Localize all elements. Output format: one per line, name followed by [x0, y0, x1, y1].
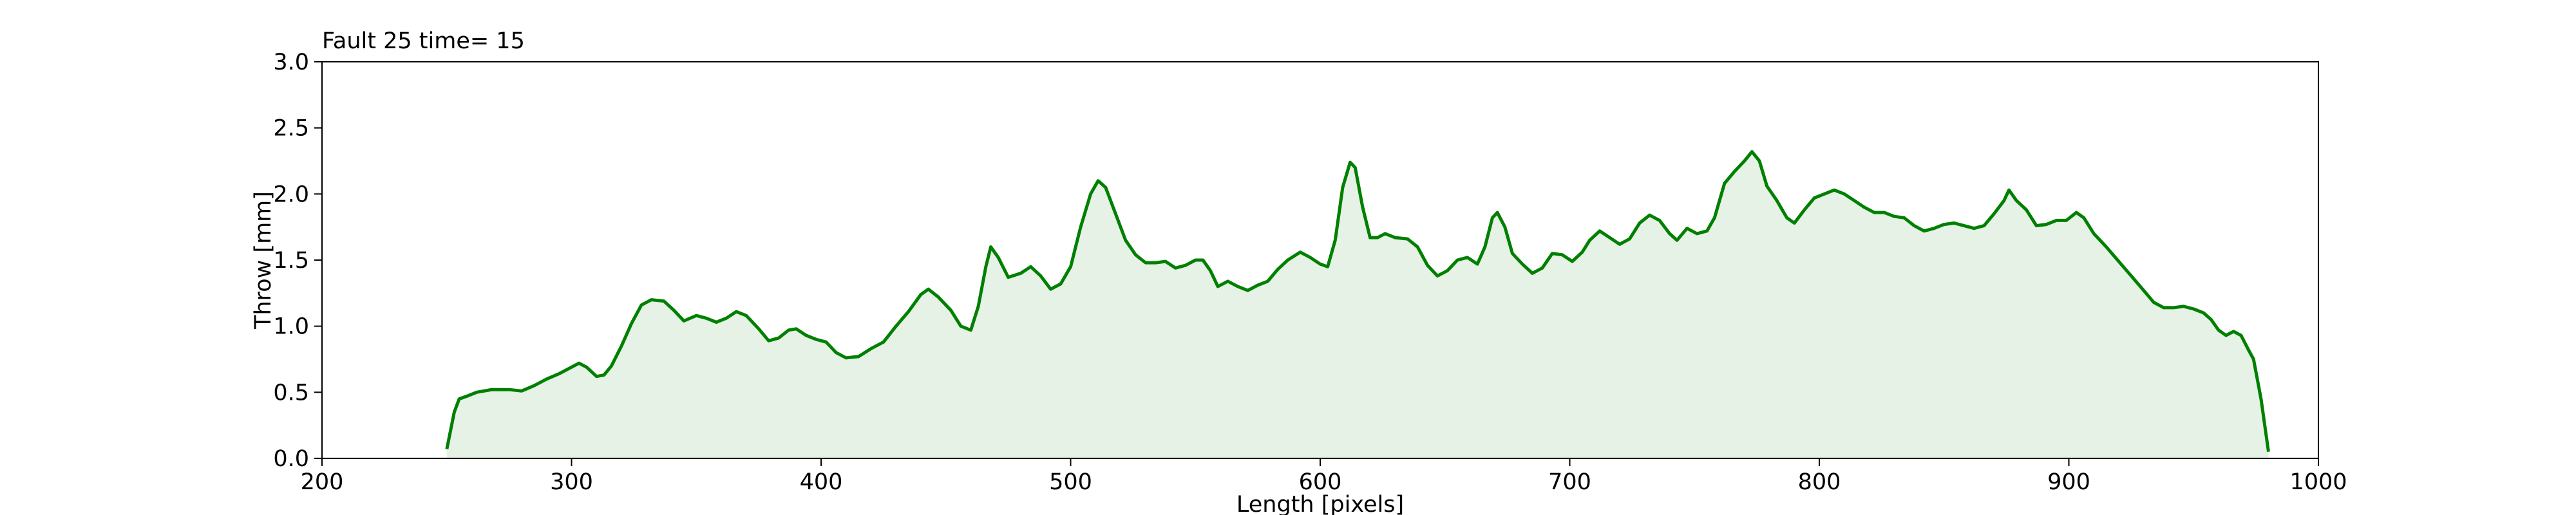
x-tick-label: 600	[1299, 469, 1342, 495]
x-tick-label: 200	[301, 469, 344, 495]
y-tick-label: 1.0	[273, 314, 309, 340]
x-tick-label: 900	[2047, 469, 2090, 495]
chart-title: Fault 25 time= 15	[322, 28, 525, 54]
x-tick-label: 500	[1049, 469, 1092, 495]
line	[445, 150, 2270, 453]
x-axis-label: Length [pixels]	[1236, 492, 1404, 515]
y-tick-label: 3.0	[273, 50, 309, 75]
x-tick-label: 1000	[2289, 469, 2347, 495]
y-axis-label: Throw [mm]	[251, 191, 276, 330]
x-tick-label: 800	[1798, 469, 1841, 495]
y-tick-label: 2.5	[273, 116, 309, 142]
x-tick-label: 300	[550, 469, 593, 495]
y-tick-label: 2.0	[273, 182, 309, 207]
x-tick-label: 400	[800, 469, 843, 495]
x-tick-label: 700	[1548, 469, 1591, 495]
y-tick-label: 0.0	[273, 446, 309, 472]
area	[446, 151, 2269, 458]
y-tick-label: 1.5	[273, 248, 309, 274]
y-tick-label: 0.5	[273, 380, 309, 406]
